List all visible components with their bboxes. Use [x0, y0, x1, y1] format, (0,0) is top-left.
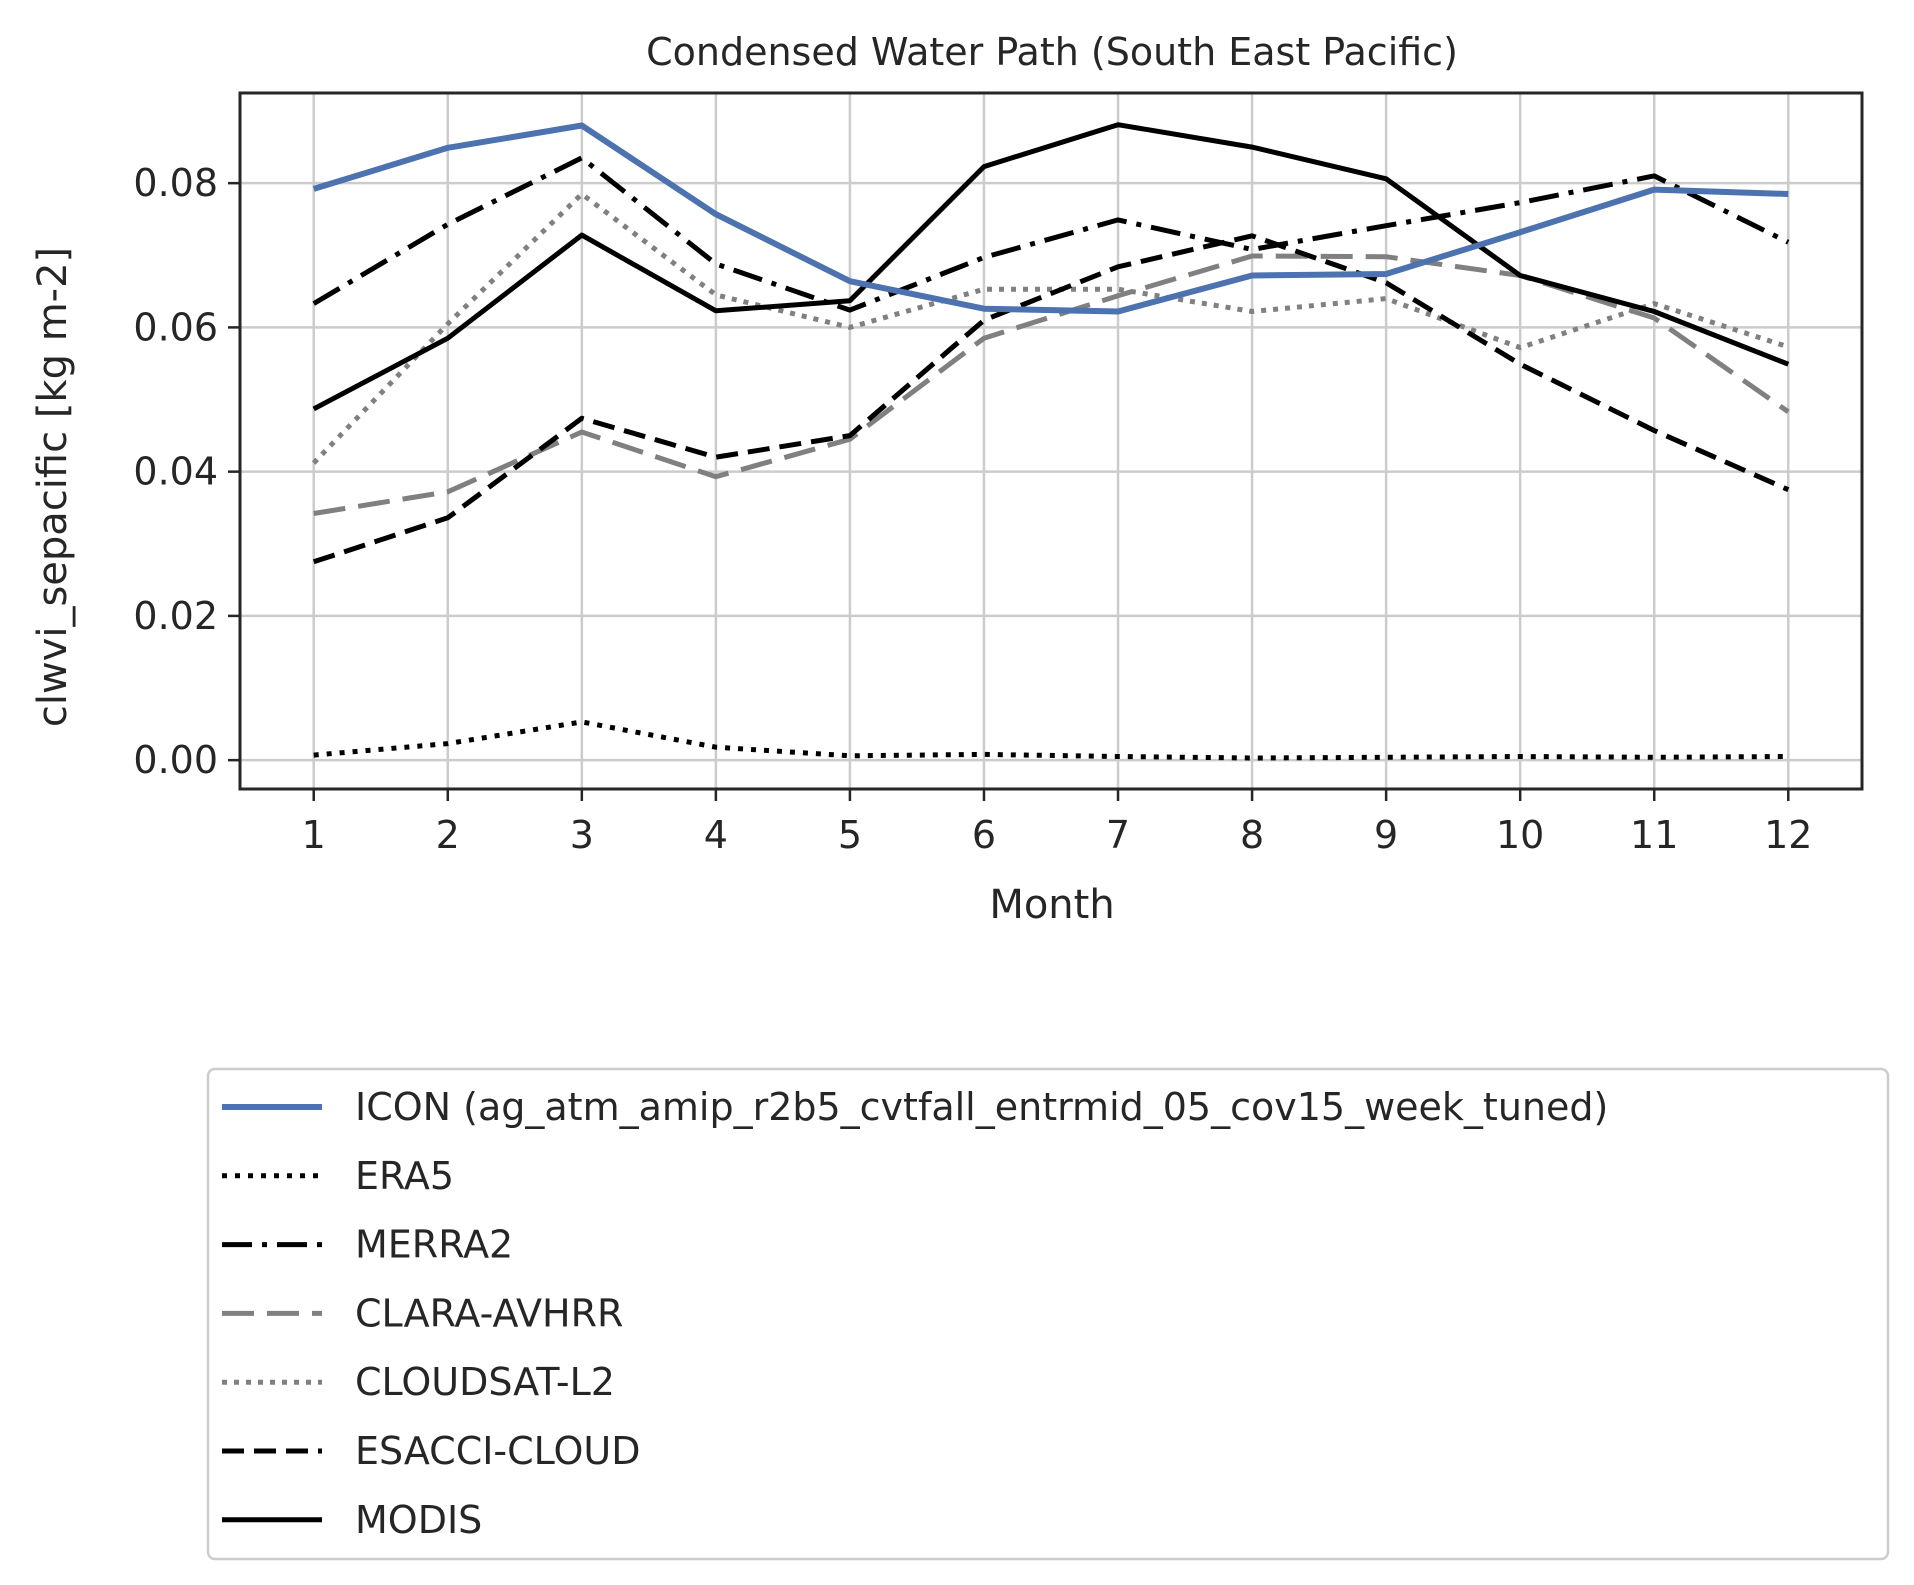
y-tick-label: 0.08: [133, 161, 218, 205]
x-tick-label: 11: [1630, 813, 1678, 857]
series-layer: [311, 122, 1790, 761]
legend-label: CLARA-AVHRR: [355, 1291, 623, 1335]
y-tick-label: 0.02: [133, 594, 218, 638]
x-tick-label: 1: [302, 813, 326, 857]
axes-frame: [238, 91, 1864, 791]
legend-label: ESACCI-CLOUD: [355, 1429, 640, 1473]
x-tick-label: 7: [1106, 813, 1130, 857]
y-tick-label: 0.04: [133, 450, 218, 494]
legend-label: MERRA2: [355, 1223, 513, 1267]
legend: ICON (ag_atm_amip_r2b5_cvtfall_entrmid_0…: [206, 1067, 1890, 1561]
y-tick-label: 0.00: [133, 738, 218, 782]
y-axis-label: clwvi_sepacific [kg m-2]: [30, 247, 76, 727]
legend-label: MODIS: [355, 1498, 482, 1542]
ticks-layer: 1 2 3 4 5 6 7 8 9 10 11 120.000.020.040.060.08: [133, 161, 1812, 857]
series-line-modis: [312, 122, 1790, 412]
x-tick-label: 4: [704, 813, 728, 857]
x-tick-label: 10: [1496, 813, 1544, 857]
x-tick-label: 9: [1374, 813, 1398, 857]
series-line-icon: [312, 122, 1789, 315]
legend-box: [206, 1067, 1890, 1561]
grid-layer: [240, 93, 1862, 789]
series-line-era5: [313, 719, 1789, 761]
legend-label: CLOUDSAT-L2: [355, 1360, 615, 1404]
x-tick-label: 3: [570, 813, 594, 857]
legend-label: ICON (ag_atm_amip_r2b5_cvtfall_entrmid_0…: [355, 1085, 1608, 1129]
y-tick-label: 0.06: [133, 305, 218, 349]
x-tick-label: 2: [436, 813, 460, 857]
x-tick-label: 6: [972, 813, 996, 857]
x-tick-label: 12: [1764, 813, 1812, 857]
x-tick-label: 8: [1240, 813, 1264, 857]
legend-label: ERA5: [355, 1154, 454, 1198]
chart-title: Condensed Water Path (South East Pacific…: [646, 30, 1458, 74]
series-line-cloudsat-l2: [311, 191, 1790, 465]
series-line-esacci-cloud: [312, 233, 1790, 565]
x-tick-label: 5: [838, 813, 862, 857]
series-line-merra2: [312, 155, 1790, 313]
x-axis-label: Month: [989, 882, 1114, 928]
